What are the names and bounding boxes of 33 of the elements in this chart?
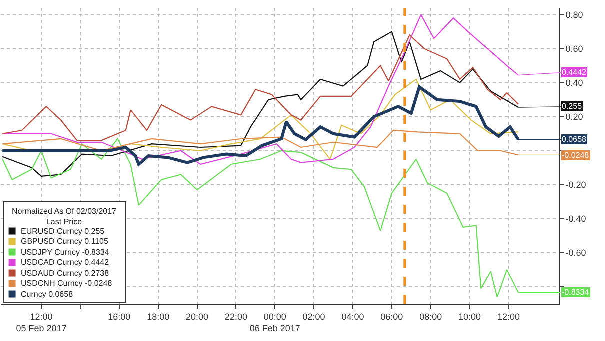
data-label: 0.0658 (562, 135, 588, 144)
data-label: -0.0248 (562, 151, 590, 160)
line-series (2, 34, 519, 142)
legend-label: EURUSD Curncy 0.255 (21, 227, 106, 236)
legend-title: Normalized As Of 02/03/2017 Last Price (12, 207, 118, 226)
x-tick-label: 22:00 (224, 312, 248, 322)
data-label: 0.4442 (562, 68, 588, 77)
x-tick-label: 16:00 (108, 312, 131, 322)
legend-label: USDCNH Curncy -0.0248 (21, 279, 113, 288)
y-tick-label: -0.20 (566, 180, 586, 190)
data-label: -0.8334 (562, 288, 590, 297)
x-tick-label: 08:00 (420, 312, 442, 322)
y-tick-label: 0.80 (566, 10, 584, 20)
legend-label: Curncy 0.0658 (21, 290, 74, 299)
x-tick-label: 04:00 (342, 312, 364, 322)
y-tick-label: 0.40 (566, 78, 584, 88)
x-tick-label: 12:00 05 Feb 2017 (16, 312, 67, 334)
x-tick-label: 20:00 (186, 312, 209, 322)
y-tick-label: 0.20 (566, 112, 584, 122)
legend-label: GBPUSD Curncy 0.1105 (21, 237, 109, 246)
y-tick-label: -0.60 (566, 248, 586, 258)
x-tick-label: 02:00 (302, 312, 326, 322)
y-tick-label: 0.60 (566, 44, 584, 54)
legend-label: USDCAD Curncy 0.4442 (21, 258, 110, 267)
x-tick-label: 18:00 (147, 312, 170, 322)
x-tick-label: 10:00 (458, 312, 482, 322)
legend-label: USDJPY Curncy -0.8334 (21, 248, 110, 257)
x-tick-label: 06:00 (380, 312, 404, 322)
legend-label: USDAUD Curncy 0.2738 (21, 269, 110, 278)
y-tick-label: -0.40 (566, 214, 586, 224)
x-tick-label: 00:00 06 Feb 2017 (250, 312, 300, 334)
data-label: 0.255 (562, 102, 583, 111)
x-tick-label: 12:00 (497, 312, 520, 322)
